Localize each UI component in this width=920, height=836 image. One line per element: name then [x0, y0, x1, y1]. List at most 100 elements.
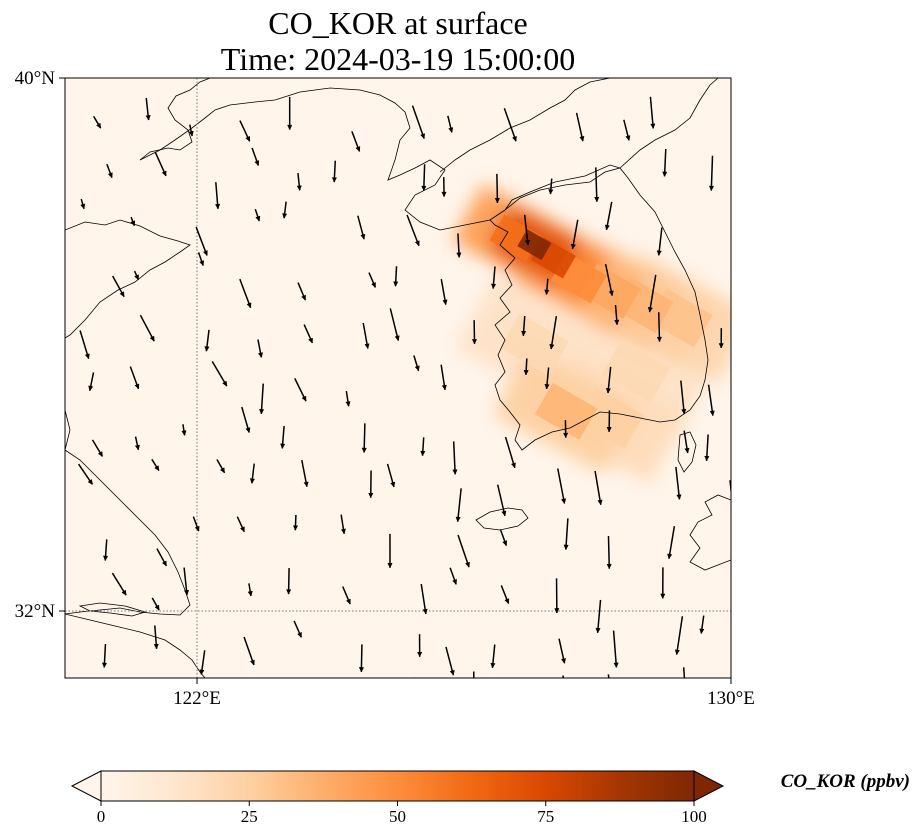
wind-arrow — [733, 226, 740, 251]
wind-arrow — [287, 96, 293, 131]
wind-arrow — [216, 459, 226, 474]
wind-arrow — [192, 516, 200, 532]
wind-arrow — [699, 615, 705, 635]
wind-arrow — [683, 430, 690, 454]
wind-arrow — [736, 511, 744, 542]
wind-arrow — [682, 667, 686, 678]
wind-arrow — [345, 390, 351, 407]
wind-arrow — [718, 328, 724, 349]
wind-arrow — [188, 124, 194, 137]
wind-arrow — [704, 434, 710, 462]
wind-arrow — [257, 688, 263, 703]
wind-vectors — [77, 96, 744, 728]
wind-arrow — [340, 514, 346, 535]
wind-arrow — [239, 120, 251, 142]
wind-arrow — [257, 339, 264, 359]
wind-arrow — [455, 488, 462, 523]
wind-arrow — [411, 105, 425, 140]
wind-arrow — [259, 383, 265, 415]
colorbar-tick-label: 25 — [241, 807, 258, 826]
wind-arrow — [503, 108, 517, 142]
map-frame — [64, 77, 732, 679]
wind-arrow — [239, 278, 252, 309]
coastline-liaoning-south — [139, 78, 211, 161]
wind-arrow — [471, 320, 478, 345]
wind-arrow — [138, 691, 144, 710]
wind-arrow — [421, 164, 427, 192]
wind-arrow — [623, 119, 631, 142]
wind-arrow — [523, 214, 531, 246]
wind-arrow — [734, 107, 738, 136]
wind-arrow — [156, 548, 168, 567]
wind-arrow — [544, 367, 550, 390]
wind-arrow — [101, 643, 108, 669]
wind-arrow — [145, 97, 151, 121]
wind-arrow — [667, 525, 676, 560]
wind-arrow — [80, 198, 86, 210]
wind-arrow — [151, 597, 160, 611]
wind-arrow — [656, 312, 662, 343]
wind-arrow — [406, 214, 420, 247]
plume-cell — [517, 229, 552, 261]
wind-arrow — [499, 529, 508, 547]
wind-arrow — [79, 330, 90, 360]
wind-arrow — [91, 439, 104, 457]
wind-arrow — [523, 358, 529, 376]
wind-arrow — [195, 226, 208, 257]
wind-arrow — [649, 96, 656, 130]
figure-subtitle: Time: 2024-03-19 15:00:00 — [221, 41, 575, 77]
wind-arrow — [129, 366, 140, 390]
wind-arrow — [92, 115, 102, 129]
tick-label-130e: 130°E — [707, 688, 755, 709]
wind-arrow — [282, 201, 288, 219]
wind-arrow — [85, 703, 89, 713]
wind-arrow — [441, 177, 447, 198]
wind-arrow — [151, 458, 160, 472]
colorbar-extend-low — [70, 770, 102, 802]
wind-arrow — [345, 704, 350, 720]
wind-arrow — [675, 466, 682, 500]
wind-arrow — [606, 535, 612, 570]
wind-arrow — [563, 420, 569, 439]
wind-arrow — [413, 355, 420, 372]
wind-arrow — [563, 518, 569, 551]
wind-arrow — [254, 208, 261, 222]
wind-arrow — [496, 484, 507, 517]
wind-arrow — [707, 384, 715, 417]
wind-arrow — [361, 423, 367, 454]
wind-arrow — [211, 360, 228, 387]
wind-arrow — [570, 219, 579, 250]
wind-arrow — [368, 272, 377, 288]
wind-arrow — [420, 437, 426, 457]
wind-arrow — [243, 636, 255, 666]
wind-arrow — [247, 583, 253, 597]
wind-arrow — [139, 314, 155, 342]
wind-arrow — [701, 685, 705, 714]
wind-arrow — [558, 638, 566, 664]
coastline-korea-north — [619, 78, 719, 169]
wind-arrow — [445, 646, 455, 676]
wind-arrow — [656, 227, 663, 256]
wind-arrow — [133, 270, 140, 281]
wind-arrow — [494, 173, 500, 204]
plume-cell — [534, 382, 598, 440]
wind-arrow — [294, 378, 307, 402]
colorbar-tick-label: 50 — [389, 807, 406, 826]
wind-arrow — [440, 364, 447, 391]
coastline-liaodong-bohai — [65, 219, 191, 339]
wind-arrow — [236, 516, 245, 533]
wind-arrow — [134, 436, 140, 451]
wind-arrow — [548, 178, 554, 195]
colorbar-tick-label: 0 — [97, 807, 106, 826]
wind-arrow — [357, 215, 366, 240]
wind-arrow — [504, 436, 516, 469]
wind-arrow — [522, 693, 526, 728]
wind-arrow — [605, 366, 612, 394]
wind-arrow — [680, 380, 687, 415]
coastline-korea-west — [489, 167, 709, 451]
wind-arrow — [183, 567, 190, 596]
wind-arrow — [296, 172, 302, 191]
wind-arrow — [447, 115, 454, 133]
wind-arrow — [734, 569, 740, 598]
map-axis-ticks: 122°E 130°E 40°N 32°N — [15, 68, 755, 709]
